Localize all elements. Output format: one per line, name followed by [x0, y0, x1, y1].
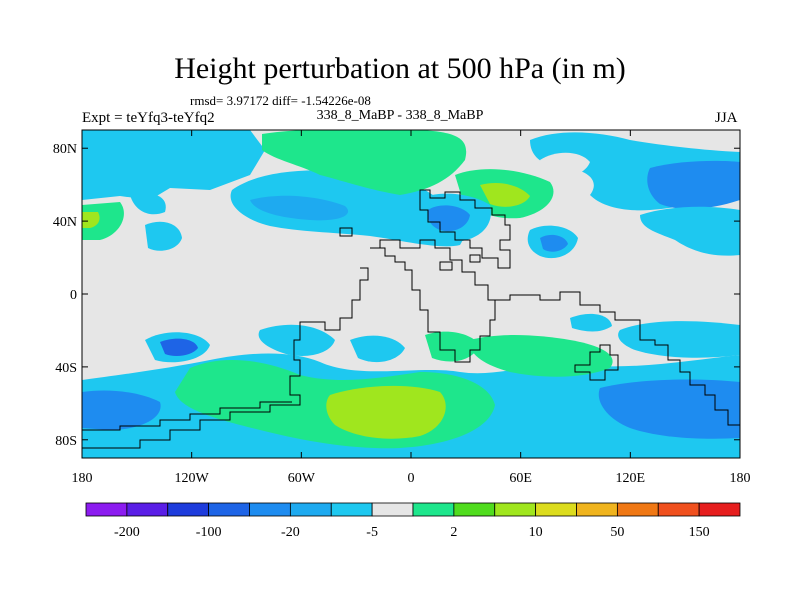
y-tick-label: 80N — [53, 142, 77, 157]
coastline-eurasia — [419, 189, 511, 269]
coastline-island-2 — [469, 254, 481, 263]
contour-field — [82, 130, 740, 458]
colorbar-label: -5 — [366, 525, 378, 540]
colorbar-swatch — [576, 502, 618, 517]
x-tick-label: 60E — [509, 471, 532, 486]
coastline-antarctic — [82, 401, 292, 431]
y-tick-label: 40N — [53, 215, 77, 230]
x-tick-label: 180 — [72, 471, 93, 486]
colorbar-swatch — [371, 502, 414, 517]
colorbar-swatch — [330, 502, 373, 517]
contour-yellow-europe — [480, 183, 530, 207]
contour-cyan-pacific-2 — [130, 193, 166, 215]
contour-yellow-west — [82, 212, 100, 228]
colorbar-swatch — [289, 502, 332, 517]
colorbar-label: -20 — [281, 525, 300, 540]
colorbar-swatch — [208, 502, 250, 517]
colorbar-swatch — [535, 502, 577, 517]
contour-green-arctic — [262, 130, 467, 195]
contour-green-sh-mid — [425, 331, 480, 362]
contour-cyan-nw — [82, 130, 265, 200]
y-tick-label: 40S — [55, 361, 77, 376]
colorbar-swatch — [657, 502, 700, 517]
contour-cyan-pacific — [145, 221, 182, 251]
contour-cyan-east — [640, 206, 740, 256]
x-tick-label: 0 — [408, 471, 415, 486]
coastline-africa — [370, 239, 496, 363]
y-axis: 80N 40N 0 40S 80S — [53, 142, 740, 449]
colorbar-label: 150 — [689, 525, 710, 540]
colorbar-label: 50 — [610, 525, 624, 540]
colorbar-label: 10 — [529, 525, 543, 540]
contour-zero-hole-ne — [540, 152, 590, 179]
colorbar-swatch — [698, 502, 741, 517]
contour-blue-ne — [647, 160, 740, 209]
colorbar-swatch — [249, 502, 291, 517]
colorbar: -200 -100 -20 -5 2 10 50 150 — [85, 502, 741, 540]
coastline-island-3 — [339, 227, 353, 237]
case-names: 338_8_MaBP - 338_8_MaBP — [316, 108, 484, 123]
contour-yellow-south — [326, 385, 446, 439]
y-tick-label: 80S — [55, 434, 77, 449]
season-label: JJA — [715, 110, 738, 126]
contour-green-sh-east — [469, 335, 613, 377]
coastline-south-america — [82, 267, 369, 449]
contour-green-west — [82, 202, 124, 240]
x-tick-label: 60W — [288, 471, 316, 486]
contour-blue-sh-west — [160, 338, 198, 356]
contour-blue-atlantic — [250, 195, 349, 221]
contour-blue-med — [427, 205, 470, 232]
x-tick-label: 120E — [616, 471, 646, 486]
colorbar-label: 2 — [450, 525, 457, 540]
y-tick-label: 0 — [70, 288, 77, 303]
colorbar-swatch — [85, 502, 128, 517]
coastline-asia-east — [495, 291, 740, 426]
contour-cyan-sh-east — [618, 321, 740, 358]
x-tick-label: 120W — [175, 471, 210, 486]
plot-title: Height perturbation at 500 hPa (in m) — [174, 52, 626, 85]
coastline-australia — [574, 344, 619, 381]
experiment-label: Expt = teYfq3-teYfq2 — [82, 110, 215, 126]
x-axis: 180 120W 60W 0 60E 120E 180 — [72, 130, 751, 486]
colorbar-label: -200 — [114, 525, 140, 540]
coastlines — [82, 189, 740, 449]
contour-cyan-sh-2 — [350, 335, 405, 363]
contour-blue-asia — [540, 234, 568, 252]
contour-cyan-sh-3 — [570, 313, 612, 332]
stats-text: rmsd= 3.97172 diff= -1.54226e-08 — [190, 93, 371, 108]
colorbar-label: -100 — [196, 525, 222, 540]
contour-blue-sw — [82, 390, 161, 430]
colorbar-swatch — [167, 502, 210, 517]
colorbar-swatch — [412, 502, 455, 517]
coastline-island-1 — [439, 261, 453, 271]
x-tick-label: 180 — [730, 471, 751, 486]
colorbar-swatch — [453, 502, 496, 517]
colorbar-swatch — [616, 502, 659, 517]
colorbar-swatch — [126, 502, 169, 517]
colorbar-swatch — [494, 502, 537, 517]
